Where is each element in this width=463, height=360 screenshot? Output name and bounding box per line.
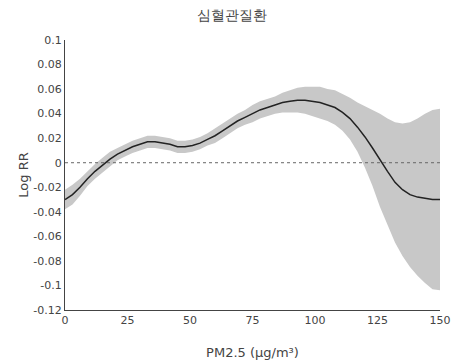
svg-text:0.1: 0.1 xyxy=(44,34,62,47)
svg-text:-0.08: -0.08 xyxy=(33,255,61,268)
svg-text:심혈관질환: 심혈관질환 xyxy=(197,7,267,23)
svg-text:0.08: 0.08 xyxy=(37,58,62,71)
svg-text:0.02: 0.02 xyxy=(37,132,62,145)
svg-text:150: 150 xyxy=(430,314,451,327)
svg-text:-0.12: -0.12 xyxy=(33,304,61,317)
svg-text:-0.06: -0.06 xyxy=(33,230,61,243)
svg-text:PM2.5 (μg/m³): PM2.5 (μg/m³) xyxy=(206,345,299,360)
svg-text:50: 50 xyxy=(183,314,197,327)
svg-text:Log RR: Log RR xyxy=(16,152,31,197)
svg-text:75: 75 xyxy=(246,314,260,327)
svg-text:125: 125 xyxy=(367,314,388,327)
svg-text:0: 0 xyxy=(62,314,69,327)
svg-text:25: 25 xyxy=(121,314,135,327)
svg-text:-0.1: -0.1 xyxy=(40,279,61,292)
svg-text:-0.02: -0.02 xyxy=(33,181,61,194)
svg-text:0.06: 0.06 xyxy=(37,83,62,96)
svg-text:-0.04: -0.04 xyxy=(33,206,61,219)
svg-text:100: 100 xyxy=(305,314,326,327)
svg-text:0.04: 0.04 xyxy=(37,107,62,120)
svg-text:0: 0 xyxy=(55,157,62,170)
